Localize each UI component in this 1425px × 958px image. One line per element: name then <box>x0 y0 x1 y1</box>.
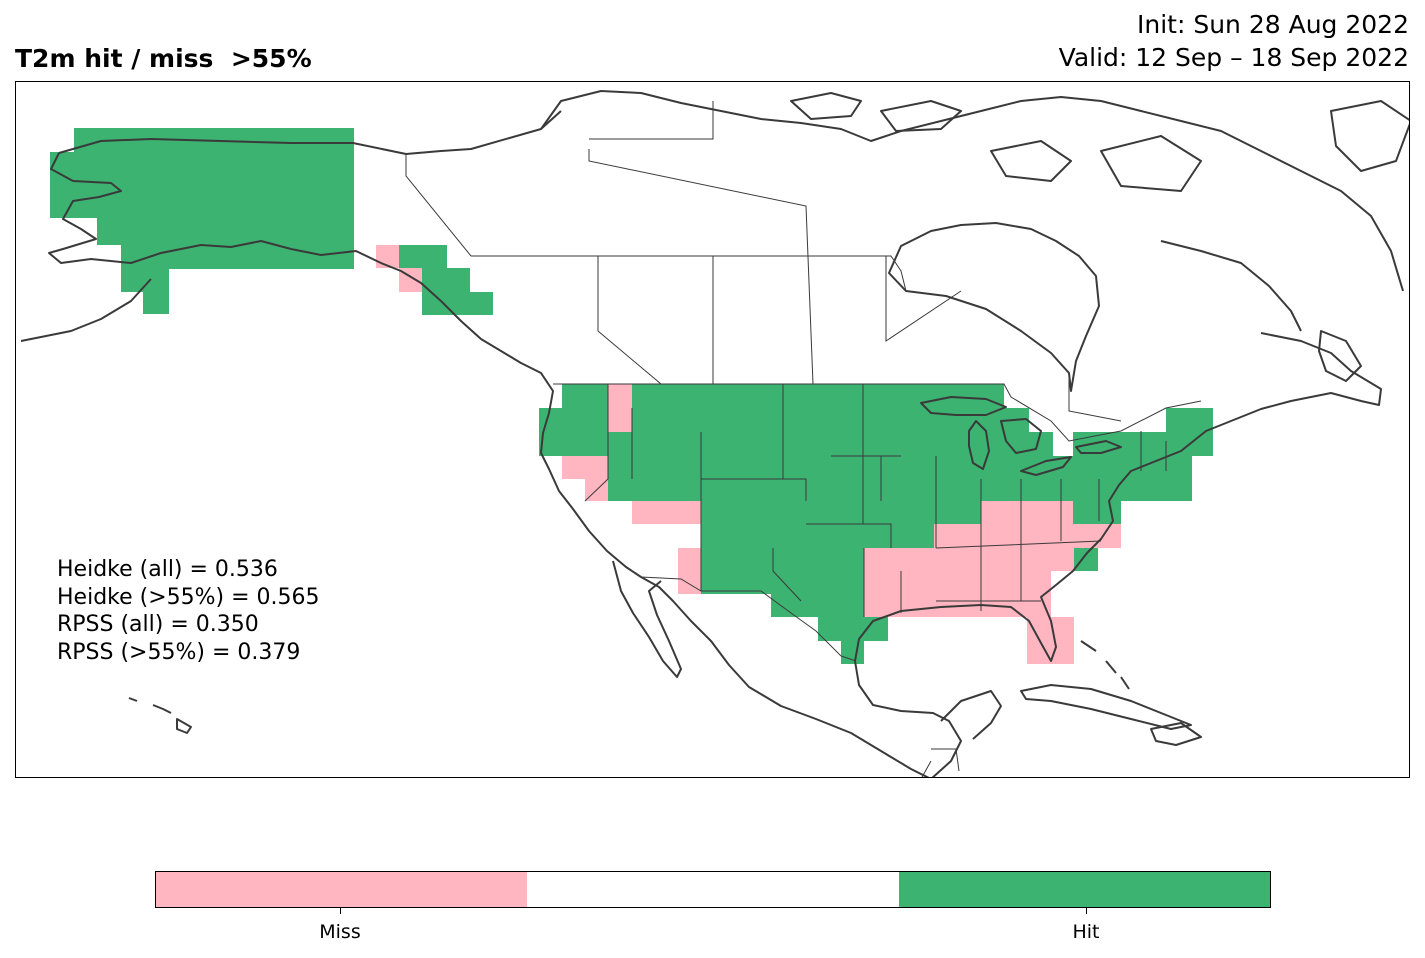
grid-cell-hit <box>632 384 1004 408</box>
colorbar <box>155 871 1271 908</box>
grid-cell-hit <box>539 408 608 432</box>
arctic-island-coastline <box>1330 100 1409 172</box>
north-america-map <box>20 90 1409 777</box>
grid-cell-hit <box>1073 501 1121 524</box>
colorbar-label-hit: Hit <box>1072 921 1100 943</box>
colorbar-segment-miss <box>156 872 528 907</box>
valid-period: Valid: 12 Sep – 18 Sep 2022 <box>1058 43 1409 72</box>
lake-huron <box>1000 418 1042 454</box>
grid-cell-hit <box>539 432 1053 456</box>
grid-cell-hit <box>1074 548 1098 571</box>
grid-cell-hit <box>399 245 447 268</box>
labrador-coastline <box>1160 240 1302 332</box>
grid-cell-miss <box>562 456 608 479</box>
score-rpss-55: RPSS (>55%) = 0.379 <box>57 639 301 665</box>
canada-us-border <box>471 255 907 292</box>
us-canada-49th-parallel <box>553 383 1202 442</box>
grid-cell-hit <box>608 479 1192 501</box>
coastlines <box>20 90 1409 777</box>
grid-cell-miss <box>1027 641 1074 664</box>
colorbar-segment-hit <box>898 872 1270 907</box>
lake-michigan <box>968 420 990 470</box>
score-heidke-all: Heidke (all) = 0.536 <box>57 557 278 582</box>
map-panel <box>15 81 1410 778</box>
bahamas-coastline <box>1080 640 1130 690</box>
grid-cell-hit <box>818 617 888 641</box>
grid-cell-hit <box>50 152 354 218</box>
grid-cell-miss <box>678 548 701 571</box>
arctic-coastline <box>540 90 1404 292</box>
colorbar-label-miss: Miss <box>319 921 361 943</box>
grid-cell-hit <box>632 408 1029 432</box>
arctic-island-coastline <box>1100 135 1202 192</box>
alaska-cells <box>50 128 354 314</box>
grid-cell-miss <box>864 548 1074 571</box>
newfoundland-coastline <box>1318 330 1362 382</box>
grid-cell-hit <box>701 548 864 571</box>
grid-cell-hit <box>562 384 608 408</box>
political-borders <box>405 101 1202 777</box>
score-heidke-55: Heidke (>55%) = 0.565 <box>57 584 320 610</box>
init-date: Init: Sun 28 Aug 2022 <box>1137 10 1409 39</box>
lake-superior <box>920 396 1007 416</box>
grid-cell-hit <box>97 218 354 245</box>
grid-cell-hit <box>608 456 1192 479</box>
panhandle-cells <box>376 245 493 315</box>
grid-cell-hit <box>143 292 169 314</box>
figure-title: T2m hit / miss >55% <box>15 44 312 73</box>
grid-cell-miss <box>678 571 701 594</box>
grid-cell-miss <box>608 384 632 432</box>
colorbar-tick-hit <box>1086 908 1087 914</box>
atlantic-coastline <box>854 332 1382 777</box>
lake-ontario <box>1075 440 1122 454</box>
baja-coastline <box>612 560 682 678</box>
grid-cell-hit <box>1166 408 1213 432</box>
grid-cell-hit <box>701 501 981 524</box>
hudson-bay-coastline <box>888 222 1100 392</box>
grid-cell-hit <box>121 245 354 269</box>
us-mexico-border <box>640 576 857 662</box>
lake-erie <box>1020 456 1072 476</box>
grid-cell-hit <box>701 524 934 548</box>
grid-cell-hit <box>121 269 169 292</box>
grid-cell-miss <box>981 501 1073 524</box>
skill-scores: Heidke (all) = 0.536 Heidke (>55%) = 0.5… <box>57 556 320 666</box>
arctic-island-coastline <box>880 100 962 132</box>
arctic-island-coastline <box>990 140 1072 182</box>
score-rpss-all: RPSS (all) = 0.350 <box>57 612 259 637</box>
grid-cell-hit <box>771 594 864 617</box>
hawaii-coastline <box>128 697 192 734</box>
pacific-coastline <box>20 110 930 777</box>
grid-cell-hit <box>422 268 470 292</box>
grid-cell-miss <box>632 501 701 524</box>
central-america-borders <box>921 748 960 777</box>
us-state-borders <box>584 384 1167 617</box>
grid-cell-hit <box>422 292 493 315</box>
cuba-coastline <box>1020 684 1192 730</box>
canada-province-borders <box>405 101 1122 422</box>
grid-cell-miss <box>864 571 1051 594</box>
arctic-island-coastline <box>790 92 862 120</box>
hispaniola-coastline <box>1150 722 1202 746</box>
colorbar-segment-neutral <box>527 872 899 907</box>
yucatan-coastline <box>940 690 1002 740</box>
grid-cell-hit <box>701 571 864 594</box>
colorbar-tick-miss <box>340 908 341 914</box>
grid-cell-hit <box>841 641 864 664</box>
